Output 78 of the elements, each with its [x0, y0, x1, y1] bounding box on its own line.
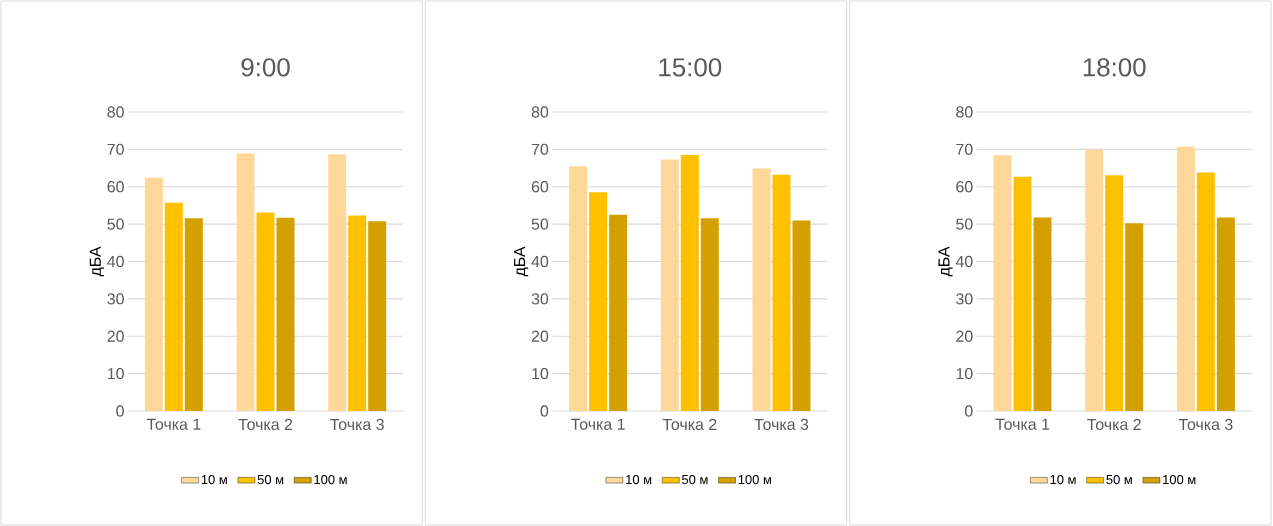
- bar: [1105, 175, 1124, 411]
- legend-label: 10 м: [201, 474, 227, 485]
- x-tick-label: Точка 3: [1178, 418, 1233, 431]
- y-axis-title: дБА: [89, 246, 104, 277]
- y-tick-label: 70: [531, 143, 549, 156]
- bar: [276, 217, 295, 411]
- y-axis-title: дБА: [938, 246, 953, 277]
- legend-label: 100 м: [1163, 474, 1196, 485]
- y-axis-title: дБА: [514, 246, 529, 277]
- y-tick-label: 30: [531, 293, 549, 305]
- x-tick-label: Точка 2: [1087, 418, 1141, 431]
- x-tick-label: Точка 1: [995, 418, 1050, 430]
- legend-label: 10 м: [626, 474, 652, 485]
- bar: [569, 166, 588, 411]
- bar: [348, 215, 367, 411]
- bar: [1033, 217, 1052, 411]
- bar: [368, 221, 387, 411]
- chart-title: 18:00: [1083, 58, 1146, 77]
- y-tick-label: 0: [116, 405, 124, 417]
- y-tick-label: 60: [107, 181, 124, 193]
- y-tick-label: 70: [956, 143, 973, 156]
- y-tick-label: 10: [956, 367, 973, 380]
- bar: [772, 174, 791, 411]
- x-tick-label: Точка 2: [662, 418, 717, 431]
- y-tick-label: 60: [956, 181, 973, 193]
- legend-label: 50 м: [257, 474, 284, 485]
- y-tick-label: 80: [107, 106, 124, 118]
- bar: [256, 212, 275, 411]
- chart-title: 15:00: [659, 58, 722, 77]
- bar: [680, 154, 699, 411]
- x-tick-label: Точка 2: [238, 418, 293, 431]
- y-tick-label: 20: [956, 330, 973, 342]
- y-tick-label: 0: [540, 405, 549, 417]
- bar: [700, 218, 719, 411]
- bar: [144, 177, 163, 411]
- legend-label: 100 м: [314, 474, 347, 485]
- bar: [1013, 176, 1032, 411]
- y-tick-label: 50: [956, 218, 973, 230]
- y-tick-label: 80: [531, 106, 549, 118]
- legend-label: 100 м: [738, 474, 771, 485]
- y-tick-label: 80: [956, 106, 973, 118]
- y-tick-label: 30: [956, 293, 973, 305]
- y-tick-label: 20: [531, 330, 549, 342]
- y-tick-label: 60: [531, 181, 549, 193]
- y-tick-label: 50: [531, 218, 549, 230]
- y-tick-label: 40: [107, 255, 124, 268]
- legend-label: 50 м: [681, 474, 708, 485]
- x-tick-label: Точка 3: [330, 418, 384, 431]
- legend-label: 10 м: [1050, 474, 1076, 485]
- legend-label: 50 м: [1106, 474, 1132, 485]
- y-tick-label: 20: [107, 330, 124, 342]
- y-tick-label: 30: [107, 293, 124, 305]
- y-tick-label: 0: [964, 405, 973, 417]
- y-tick-label: 40: [531, 255, 549, 268]
- y-tick-label: 70: [107, 143, 124, 156]
- bar: [792, 220, 811, 411]
- bar: [752, 168, 771, 411]
- x-tick-label: Точка 3: [754, 418, 809, 431]
- bar: [184, 218, 203, 411]
- bar: [609, 214, 628, 411]
- y-tick-label: 10: [532, 367, 549, 380]
- bar: [1085, 149, 1104, 411]
- chart-title: 9:00: [241, 58, 290, 77]
- bar: [589, 192, 608, 411]
- bar: [660, 159, 679, 411]
- bar: [993, 155, 1012, 411]
- bar: [1125, 223, 1144, 411]
- bar: [1216, 217, 1235, 411]
- bar: [328, 154, 347, 411]
- bar: [1176, 146, 1195, 411]
- x-tick-label: Точка 1: [146, 418, 201, 430]
- bar: [164, 202, 183, 411]
- x-tick-label: Точка 1: [571, 418, 625, 430]
- y-tick-label: 50: [107, 218, 124, 230]
- bar: [236, 153, 255, 411]
- y-tick-label: 10: [107, 367, 124, 380]
- y-tick-label: 40: [955, 255, 973, 268]
- bar: [1196, 172, 1215, 411]
